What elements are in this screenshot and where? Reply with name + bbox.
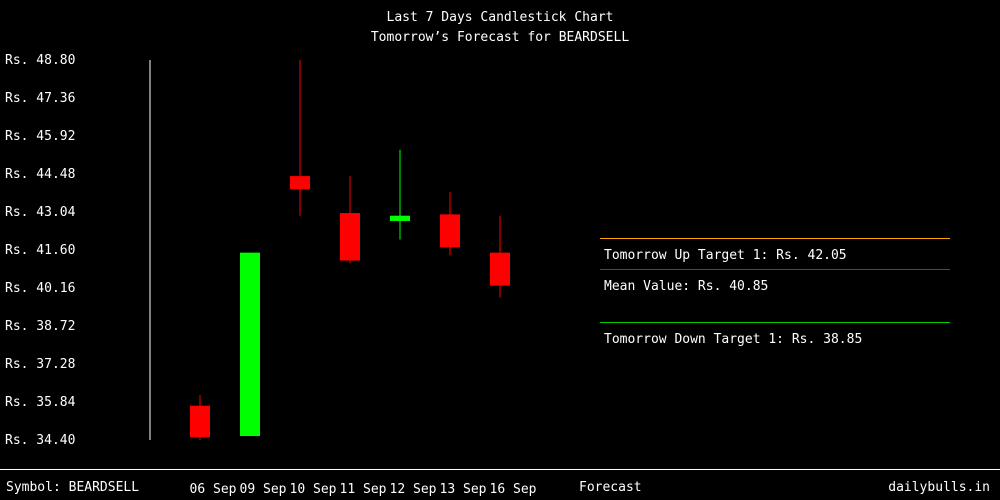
candle-body	[190, 405, 210, 438]
y-tick-label: Rs. 45.92	[5, 129, 75, 144]
y-tick-label: Rs. 41.60	[5, 243, 75, 258]
up-target-label: Tomorrow Up Target 1: Rs. 42.05	[604, 248, 847, 263]
x-tick-label: 13 Sep	[440, 482, 487, 497]
y-tick-label: Rs. 40.16	[5, 281, 75, 296]
mean-line	[600, 269, 950, 270]
y-tick-label: Rs. 38.72	[5, 319, 75, 334]
site-label: dailybulls.in	[888, 480, 990, 495]
candle-body	[390, 215, 410, 221]
x-tick-label: 12 Sep	[390, 482, 437, 497]
candle-body	[290, 176, 310, 190]
x-tick-label: 11 Sep	[340, 482, 387, 497]
y-tick-label: Rs. 47.36	[5, 91, 75, 106]
candle-body	[240, 252, 260, 437]
symbol-label: Symbol: BEARDSELL	[6, 480, 140, 495]
chart-title: Last 7 Days Candlestick Chart	[386, 10, 614, 25]
x-tick-label: 09 Sep	[240, 482, 287, 497]
y-tick-label: Rs. 34.40	[5, 433, 75, 448]
up-target-line	[600, 238, 950, 239]
footer-divider	[0, 469, 1000, 470]
x-tick-label: 06 Sep	[190, 482, 237, 497]
y-tick-label: Rs. 43.04	[5, 205, 76, 220]
y-tick-label: Rs. 35.84	[5, 395, 76, 410]
y-tick-label: Rs. 37.28	[5, 357, 75, 372]
down-target-line	[600, 322, 950, 323]
candle-body	[340, 213, 360, 261]
chart-subtitle: Tomorrow’s Forecast for BEARDSELL	[370, 30, 630, 45]
mean-label: Mean Value: Rs. 40.85	[604, 279, 769, 294]
x-tick-label: 10 Sep	[290, 482, 337, 497]
x-tick-label: 16 Sep	[490, 482, 537, 497]
y-tick-label: Rs. 44.48	[5, 167, 75, 182]
candle-body	[440, 214, 460, 248]
forecast-label: Forecast	[579, 480, 642, 495]
y-tick-label: Rs. 48.80	[5, 53, 75, 68]
down-target-label: Tomorrow Down Target 1: Rs. 38.85	[604, 332, 863, 347]
candle-body	[490, 252, 510, 286]
